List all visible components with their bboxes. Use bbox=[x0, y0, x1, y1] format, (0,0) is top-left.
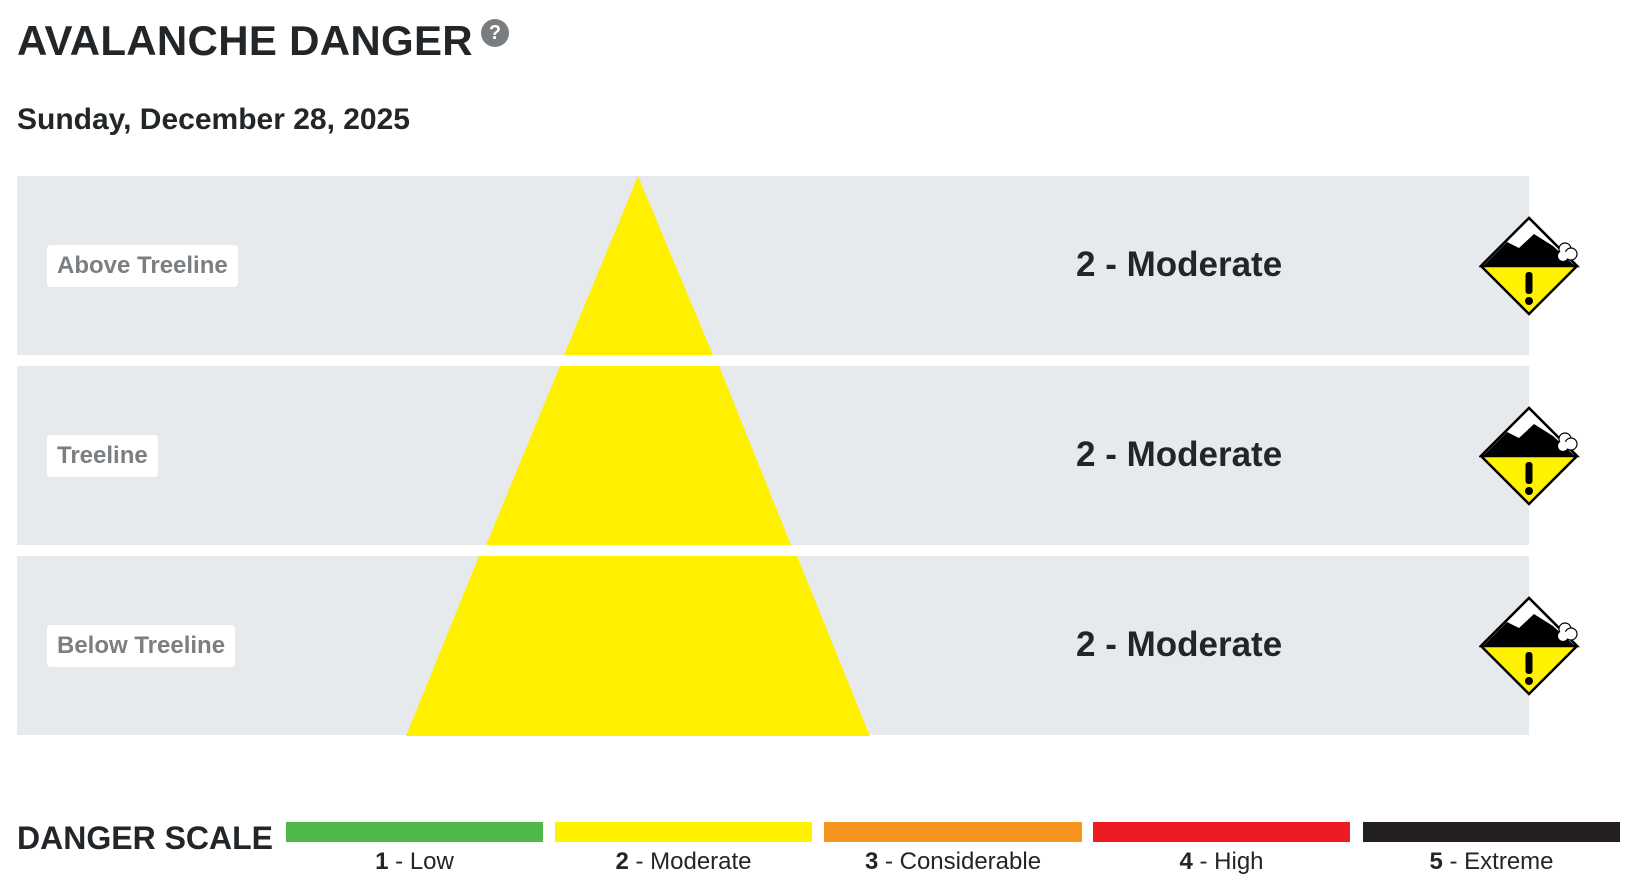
elevation-row-below-treeline: Below Treeline 2 - Moderate bbox=[17, 556, 1581, 735]
scale-bar-high bbox=[1093, 822, 1350, 842]
moderate-danger-icon bbox=[1479, 216, 1581, 316]
scale-label-extreme: 5 - Extreme bbox=[1429, 848, 1554, 875]
elevation-label: Above Treeline bbox=[47, 245, 238, 287]
danger-scale-title: DANGER SCALE bbox=[17, 820, 274, 856]
moderate-danger-icon bbox=[1479, 406, 1581, 506]
scale-bar-considerable bbox=[824, 822, 1082, 842]
elevation-row-treeline: Treeline 2 - Moderate bbox=[17, 366, 1581, 545]
scale-bar-extreme bbox=[1363, 822, 1620, 842]
forecast-date: Sunday, December 28, 2025 bbox=[17, 103, 410, 136]
danger-rating: 2 - Moderate bbox=[1076, 435, 1283, 474]
scale-label-low: 1 - Low bbox=[375, 848, 454, 875]
scale-label-considerable: 3 - Considerable bbox=[864, 848, 1042, 875]
scale-label-moderate: 2 - Moderate bbox=[615, 848, 752, 875]
elevation-row-above-treeline: Above Treeline 2 - Moderate bbox=[17, 176, 1581, 355]
elevation-label: Treeline bbox=[47, 435, 158, 477]
scale-bar-moderate bbox=[555, 822, 812, 842]
elevation-label: Below Treeline bbox=[47, 625, 236, 667]
moderate-danger-icon bbox=[1479, 596, 1581, 696]
danger-rating: 2 - Moderate bbox=[1076, 245, 1283, 284]
help-icon[interactable]: ? bbox=[481, 19, 509, 47]
page-title: AVALANCHE DANGER bbox=[17, 17, 473, 64]
scale-label-high: 4 - High bbox=[1179, 848, 1264, 875]
danger-rating: 2 - Moderate bbox=[1076, 625, 1283, 664]
scale-bar-low bbox=[286, 822, 543, 842]
